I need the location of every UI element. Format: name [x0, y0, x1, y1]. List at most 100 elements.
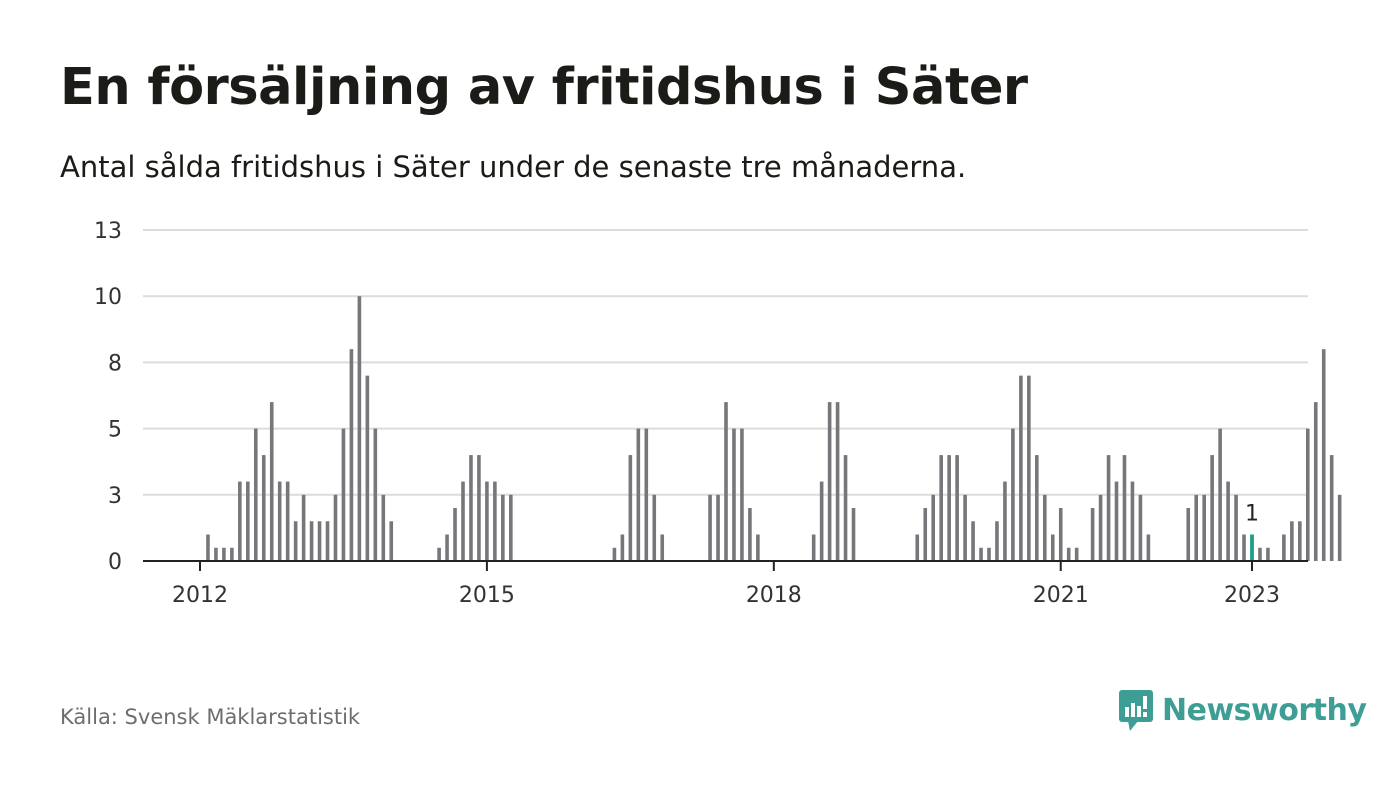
- brand-name: Newsworthy: [1162, 692, 1367, 728]
- bar: [493, 481, 497, 561]
- bar: [732, 428, 736, 561]
- bar: [1058, 508, 1063, 561]
- newsworthy-logo-icon: [1119, 690, 1153, 731]
- bar: [620, 534, 625, 561]
- bar: [1226, 481, 1230, 561]
- bar: [365, 375, 370, 561]
- bar: [995, 521, 999, 561]
- bar: [341, 428, 346, 561]
- bar: [373, 428, 378, 561]
- bar: [1218, 428, 1222, 561]
- x-tick-label: 2015: [459, 583, 515, 608]
- highlight-data-label: 1: [1245, 502, 1259, 527]
- x-tick-label: 2018: [746, 583, 802, 608]
- bar: [1210, 455, 1214, 561]
- x-tick-label: 2021: [1033, 583, 1089, 608]
- bar: [253, 428, 258, 561]
- chart-subtitle: Antal sålda fritidshus i Säter under de …: [60, 150, 967, 184]
- bar: [748, 508, 752, 561]
- bar: [1321, 349, 1326, 561]
- bar: [811, 534, 816, 561]
- bar: [1019, 375, 1023, 561]
- bar: [1290, 521, 1294, 561]
- bar: [843, 455, 848, 561]
- bar: [724, 402, 728, 561]
- bar: [389, 521, 394, 561]
- y-tick-label: 8: [108, 351, 122, 376]
- bar: [612, 547, 617, 561]
- y-tick-label: 3: [108, 484, 122, 509]
- bar: [1122, 455, 1127, 561]
- bar: [660, 534, 665, 561]
- bar: [1329, 455, 1334, 561]
- newsworthy-brand[interactable]: Newsworthy: [1118, 688, 1367, 732]
- chart-title: En försäljning av fritidshus i Säter: [60, 58, 1028, 117]
- bar: [317, 521, 322, 561]
- bar: [301, 494, 306, 561]
- bar: [963, 494, 967, 561]
- x-tick-label: 2023: [1224, 583, 1280, 608]
- bar: [509, 494, 513, 561]
- bar: [1050, 534, 1055, 561]
- bar: [1194, 494, 1199, 561]
- bar: [1011, 428, 1015, 561]
- bar: [501, 494, 505, 561]
- bar: [309, 521, 314, 561]
- bar: [628, 455, 633, 561]
- y-tick-label: 13: [94, 219, 122, 244]
- bar: [1066, 547, 1071, 561]
- bar: [461, 481, 465, 561]
- y-tick-label: 5: [108, 418, 122, 443]
- bar: [915, 534, 920, 561]
- bar: [357, 296, 362, 561]
- bar: [923, 508, 928, 561]
- bar: [1337, 494, 1342, 561]
- bar: [381, 494, 386, 561]
- bar: [827, 402, 832, 561]
- y-tick-label: 0: [108, 550, 122, 575]
- bar: [453, 508, 457, 561]
- bar: [979, 547, 983, 561]
- bar: [1282, 534, 1286, 561]
- bar: [652, 494, 657, 561]
- bar: [485, 481, 489, 561]
- bar: [285, 481, 290, 561]
- bar: [206, 534, 210, 561]
- bar: [1186, 508, 1191, 561]
- bar: [835, 402, 840, 561]
- bar: [1074, 547, 1079, 561]
- bar: [987, 547, 991, 561]
- bar: [445, 534, 449, 561]
- bar-highlight: [1250, 534, 1254, 561]
- bar: [261, 455, 266, 561]
- bar: [716, 494, 720, 561]
- x-tick-label: 2012: [172, 583, 228, 608]
- y-tick-label: 10: [94, 285, 122, 310]
- bar: [1266, 547, 1270, 561]
- bar: [246, 481, 250, 561]
- bar: [437, 547, 441, 561]
- bar: [1090, 508, 1095, 561]
- bar: [230, 547, 234, 561]
- bar: [269, 402, 274, 561]
- bar: [947, 455, 951, 561]
- bar: [1202, 494, 1206, 561]
- bar: [1114, 481, 1119, 561]
- bar: [1003, 481, 1007, 561]
- bar: [1027, 375, 1031, 561]
- bar: [756, 534, 760, 561]
- bar: [1234, 494, 1238, 561]
- bar: [477, 455, 481, 561]
- bar: [740, 428, 744, 561]
- bar: [1298, 521, 1302, 561]
- bar: [955, 455, 959, 561]
- bar: [238, 481, 242, 561]
- bar: [819, 481, 824, 561]
- bar: [277, 481, 282, 561]
- bar: [931, 494, 936, 561]
- bar: [939, 455, 943, 561]
- bar: [333, 494, 338, 561]
- bar: [1313, 402, 1318, 561]
- bar: [1305, 428, 1310, 561]
- bar-chart: 0 3 5 8 10 13 1 2012 2015 2018 2021 2023: [94, 219, 1342, 608]
